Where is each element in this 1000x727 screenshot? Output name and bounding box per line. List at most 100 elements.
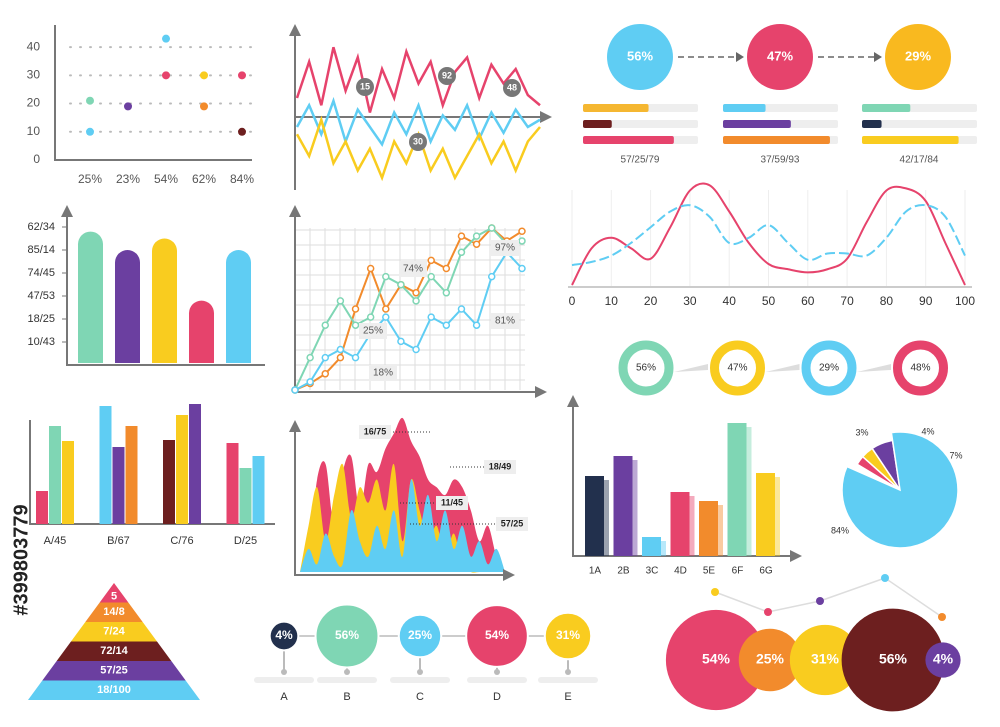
slice bbox=[841, 431, 959, 549]
annotation: 18/49 bbox=[489, 461, 512, 471]
value-label: 47% bbox=[727, 363, 747, 374]
point bbox=[86, 96, 94, 105]
bar bbox=[583, 120, 612, 128]
caption: 57/25/79 bbox=[621, 155, 660, 166]
x-tick-label: 4D bbox=[674, 566, 687, 577]
bar bbox=[862, 104, 911, 112]
line-series bbox=[294, 226, 523, 391]
bar bbox=[723, 104, 766, 112]
arrow bbox=[503, 569, 515, 581]
x-tick-label: 90 bbox=[919, 294, 933, 308]
vertex bbox=[472, 240, 481, 248]
pyramid-row bbox=[56, 641, 172, 661]
vertex bbox=[366, 313, 375, 321]
vertex bbox=[442, 321, 451, 329]
y-tick-label: 0 bbox=[33, 152, 40, 166]
curve bbox=[571, 182, 966, 286]
bar bbox=[189, 300, 214, 363]
pyramid-row bbox=[71, 622, 157, 642]
bar bbox=[583, 136, 674, 144]
caption: 37/59/93 bbox=[761, 155, 800, 166]
annotation-box bbox=[399, 261, 427, 277]
pyramid-label: 57/25 bbox=[100, 665, 128, 677]
category-label: B bbox=[343, 691, 350, 703]
x-tick-label: 2B bbox=[617, 566, 630, 577]
x-tick-label: 6F bbox=[732, 566, 744, 577]
ring bbox=[710, 340, 765, 396]
x-tick-label: 60 bbox=[801, 294, 815, 308]
annotation-dot bbox=[438, 67, 456, 85]
bubble bbox=[925, 642, 961, 678]
pill bbox=[538, 677, 598, 683]
arrow bbox=[61, 205, 73, 217]
caption: 42/17/84 bbox=[900, 155, 939, 166]
bar bbox=[252, 456, 265, 524]
vertex bbox=[472, 232, 481, 240]
pyramid-row bbox=[28, 680, 200, 700]
vertex bbox=[336, 345, 345, 354]
arrow bbox=[736, 52, 744, 62]
annotation: 97% bbox=[495, 243, 515, 254]
x-tick-label: 1A bbox=[589, 566, 602, 577]
ring bbox=[893, 340, 948, 396]
x-tick-label: 80 bbox=[880, 294, 894, 308]
x-tick-label: C/76 bbox=[170, 535, 193, 547]
point bbox=[200, 71, 208, 80]
bar bbox=[642, 537, 661, 556]
vertex bbox=[442, 289, 451, 297]
pyramid-label: 7/24 bbox=[103, 626, 125, 638]
value-label: 56% bbox=[879, 651, 908, 667]
bubble bbox=[665, 609, 767, 711]
vertex bbox=[457, 305, 466, 313]
point bbox=[200, 102, 208, 111]
bar bbox=[756, 473, 775, 556]
vertex bbox=[321, 353, 330, 362]
pointer bbox=[674, 364, 708, 372]
annotation-box bbox=[436, 496, 468, 510]
bubble bbox=[841, 608, 945, 712]
pyramid-label: 72/14 bbox=[100, 645, 128, 657]
value-label: 47% bbox=[767, 48, 793, 63]
annotation-box bbox=[496, 517, 528, 531]
arrow bbox=[289, 420, 301, 432]
x-tick-label: 5E bbox=[703, 566, 716, 577]
bar bbox=[189, 404, 201, 524]
vertex bbox=[382, 313, 390, 321]
bar bbox=[125, 426, 138, 524]
vertex bbox=[336, 297, 345, 305]
stem-dot bbox=[281, 669, 287, 675]
pointer bbox=[765, 364, 800, 372]
value-label: 4% bbox=[275, 628, 293, 642]
category-label: C bbox=[416, 691, 424, 703]
annotation-dot bbox=[356, 78, 374, 96]
category-label: E bbox=[564, 691, 571, 703]
annotation-box bbox=[491, 240, 519, 256]
pill bbox=[317, 677, 377, 683]
value-label: 56% bbox=[636, 363, 656, 374]
annotation: 81% bbox=[495, 316, 515, 327]
vertex bbox=[487, 224, 496, 232]
vertex bbox=[518, 227, 526, 235]
annotation: 92 bbox=[442, 70, 452, 80]
point bbox=[162, 34, 170, 43]
annotation-box bbox=[491, 313, 519, 329]
point bbox=[238, 71, 246, 80]
x-tick-label: 100 bbox=[955, 294, 975, 308]
y-tick-label: 47/53 bbox=[27, 290, 55, 302]
annotation-box bbox=[359, 425, 391, 439]
stem-dot bbox=[344, 669, 350, 675]
arrow bbox=[567, 395, 579, 407]
value-label: 4% bbox=[933, 651, 954, 667]
dot bbox=[711, 588, 719, 596]
line-series bbox=[294, 226, 523, 391]
annotation-dot bbox=[409, 133, 427, 151]
value-label: 54% bbox=[485, 628, 509, 642]
x-tick-label: 84% bbox=[230, 172, 254, 186]
bubble bbox=[465, 604, 529, 668]
bubble bbox=[314, 603, 380, 669]
bar bbox=[99, 406, 112, 524]
stem-dot bbox=[565, 669, 571, 675]
y-tick-label: 74/45 bbox=[27, 267, 55, 279]
x-tick-label: A/45 bbox=[44, 535, 67, 547]
